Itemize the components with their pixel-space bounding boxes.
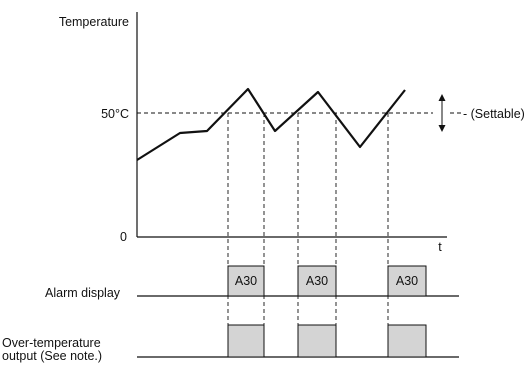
alarm-code: A30: [235, 274, 257, 288]
output-pulse: [227, 324, 265, 358]
y-axis-title: Temperature: [59, 15, 129, 29]
y-tick-zero: 0: [120, 230, 127, 244]
output-pulse: [387, 324, 427, 358]
output-pulse: [297, 324, 337, 358]
output-label-line1: Over-temperature: [2, 336, 101, 350]
settable-label: - (Settable): [463, 107, 525, 121]
alarm-pulse: [297, 265, 337, 297]
crossing-guides: [227, 113, 389, 357]
temperature-curve: [136, 87, 406, 161]
output-label-line2: output (See note.): [2, 349, 103, 363]
y-tick-setpoint: 50°C: [101, 107, 129, 121]
alarm-code: A30: [396, 274, 418, 288]
alarm-code: A30: [306, 274, 328, 288]
alarm-pulse: [227, 265, 265, 297]
settable-double-arrow-icon: [438, 94, 446, 132]
x-axis-title: t: [438, 240, 442, 254]
alarm-display-label: Alarm display: [45, 286, 121, 300]
alarm-pulse: [387, 265, 427, 297]
